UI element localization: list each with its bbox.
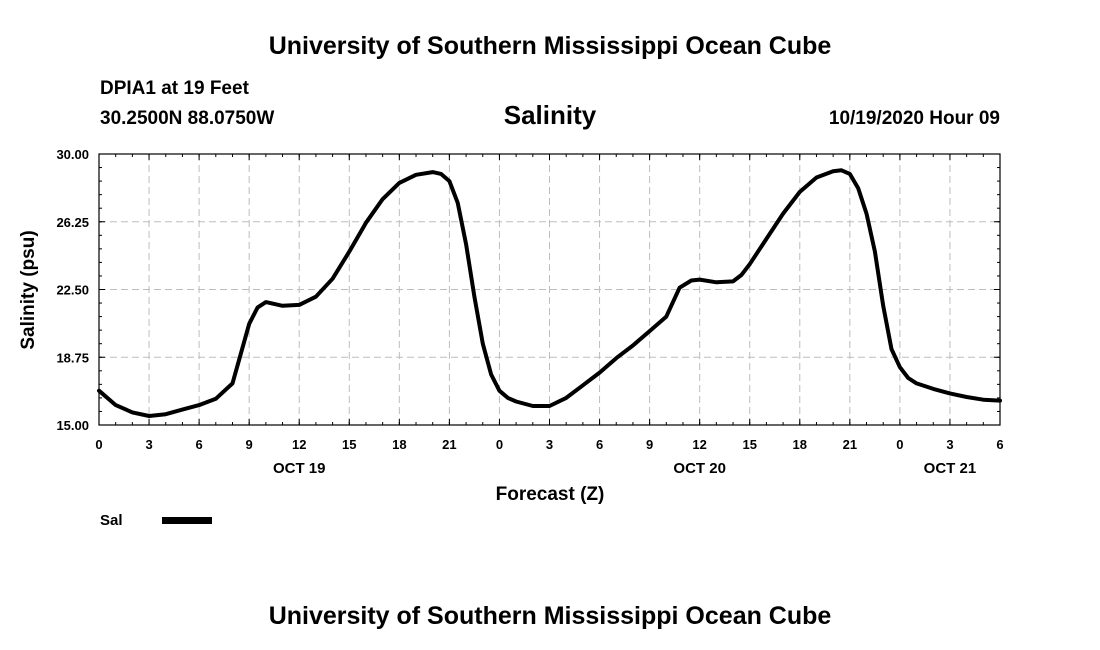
legend-label: Sal xyxy=(100,512,123,529)
x-tick-label: 18 xyxy=(392,437,406,452)
x-tick-label: 12 xyxy=(692,437,706,452)
legend-swatch xyxy=(162,517,212,524)
y-tick-labels: 15.00 18.75 22.50 26.25 30.00 xyxy=(56,147,89,433)
y-tick-label: 30.00 xyxy=(56,147,89,162)
station-coordinates: 30.2500N 88.0750W xyxy=(100,108,274,129)
y-tick-label: 15.00 xyxy=(56,418,89,433)
legend: Sal xyxy=(100,512,212,529)
x-tick-label: 9 xyxy=(646,437,653,452)
x-axis-label: Forecast (Z) xyxy=(496,484,605,505)
x-tick-label: 0 xyxy=(896,437,903,452)
x-tick-label: 0 xyxy=(95,437,102,452)
page-title: University of Southern Mississippi Ocean… xyxy=(269,32,832,60)
day-label: OCT 20 xyxy=(673,460,726,477)
y-axis-label: Salinity (psu) xyxy=(18,230,39,349)
x-tick-label: 6 xyxy=(195,437,202,452)
x-tick-label: 0 xyxy=(496,437,503,452)
day-label: OCT 19 xyxy=(273,460,326,477)
day-labels: OCT 19 OCT 20 OCT 21 xyxy=(273,460,976,477)
grid-lines xyxy=(99,154,1000,425)
x-tick-label: 18 xyxy=(793,437,807,452)
station-label: DPIA1 at 19 Feet xyxy=(100,78,250,99)
x-tick-label: 3 xyxy=(946,437,953,452)
x-tick-label: 21 xyxy=(843,437,857,452)
x-tick-label: 21 xyxy=(442,437,456,452)
plot-frame xyxy=(98,153,1001,426)
x-tick-label: 6 xyxy=(996,437,1003,452)
x-tick-label: 15 xyxy=(742,437,756,452)
x-tick-label: 3 xyxy=(145,437,152,452)
x-tick-label: 12 xyxy=(292,437,306,452)
y-tick-label: 26.25 xyxy=(56,215,89,230)
day-label: OCT 21 xyxy=(924,460,977,477)
forecast-time: 10/19/2020 Hour 09 xyxy=(829,108,1000,129)
y-tick-label: 22.50 xyxy=(56,283,89,298)
x-tick-label: 9 xyxy=(246,437,253,452)
x-tick-label: 15 xyxy=(342,437,356,452)
chart-title: Salinity xyxy=(504,100,597,130)
x-tick-label: 3 xyxy=(546,437,553,452)
x-tick-labels: 0 3 6 9 12 15 18 21 0 3 6 9 12 15 18 21 0 3 6 xyxy=(95,437,1003,452)
footer-title: University of Southern Mississippi Ocean… xyxy=(269,602,832,630)
y-tick-label: 18.75 xyxy=(56,350,89,365)
x-tick-label: 6 xyxy=(596,437,603,452)
series-line-sal xyxy=(97,168,1002,418)
